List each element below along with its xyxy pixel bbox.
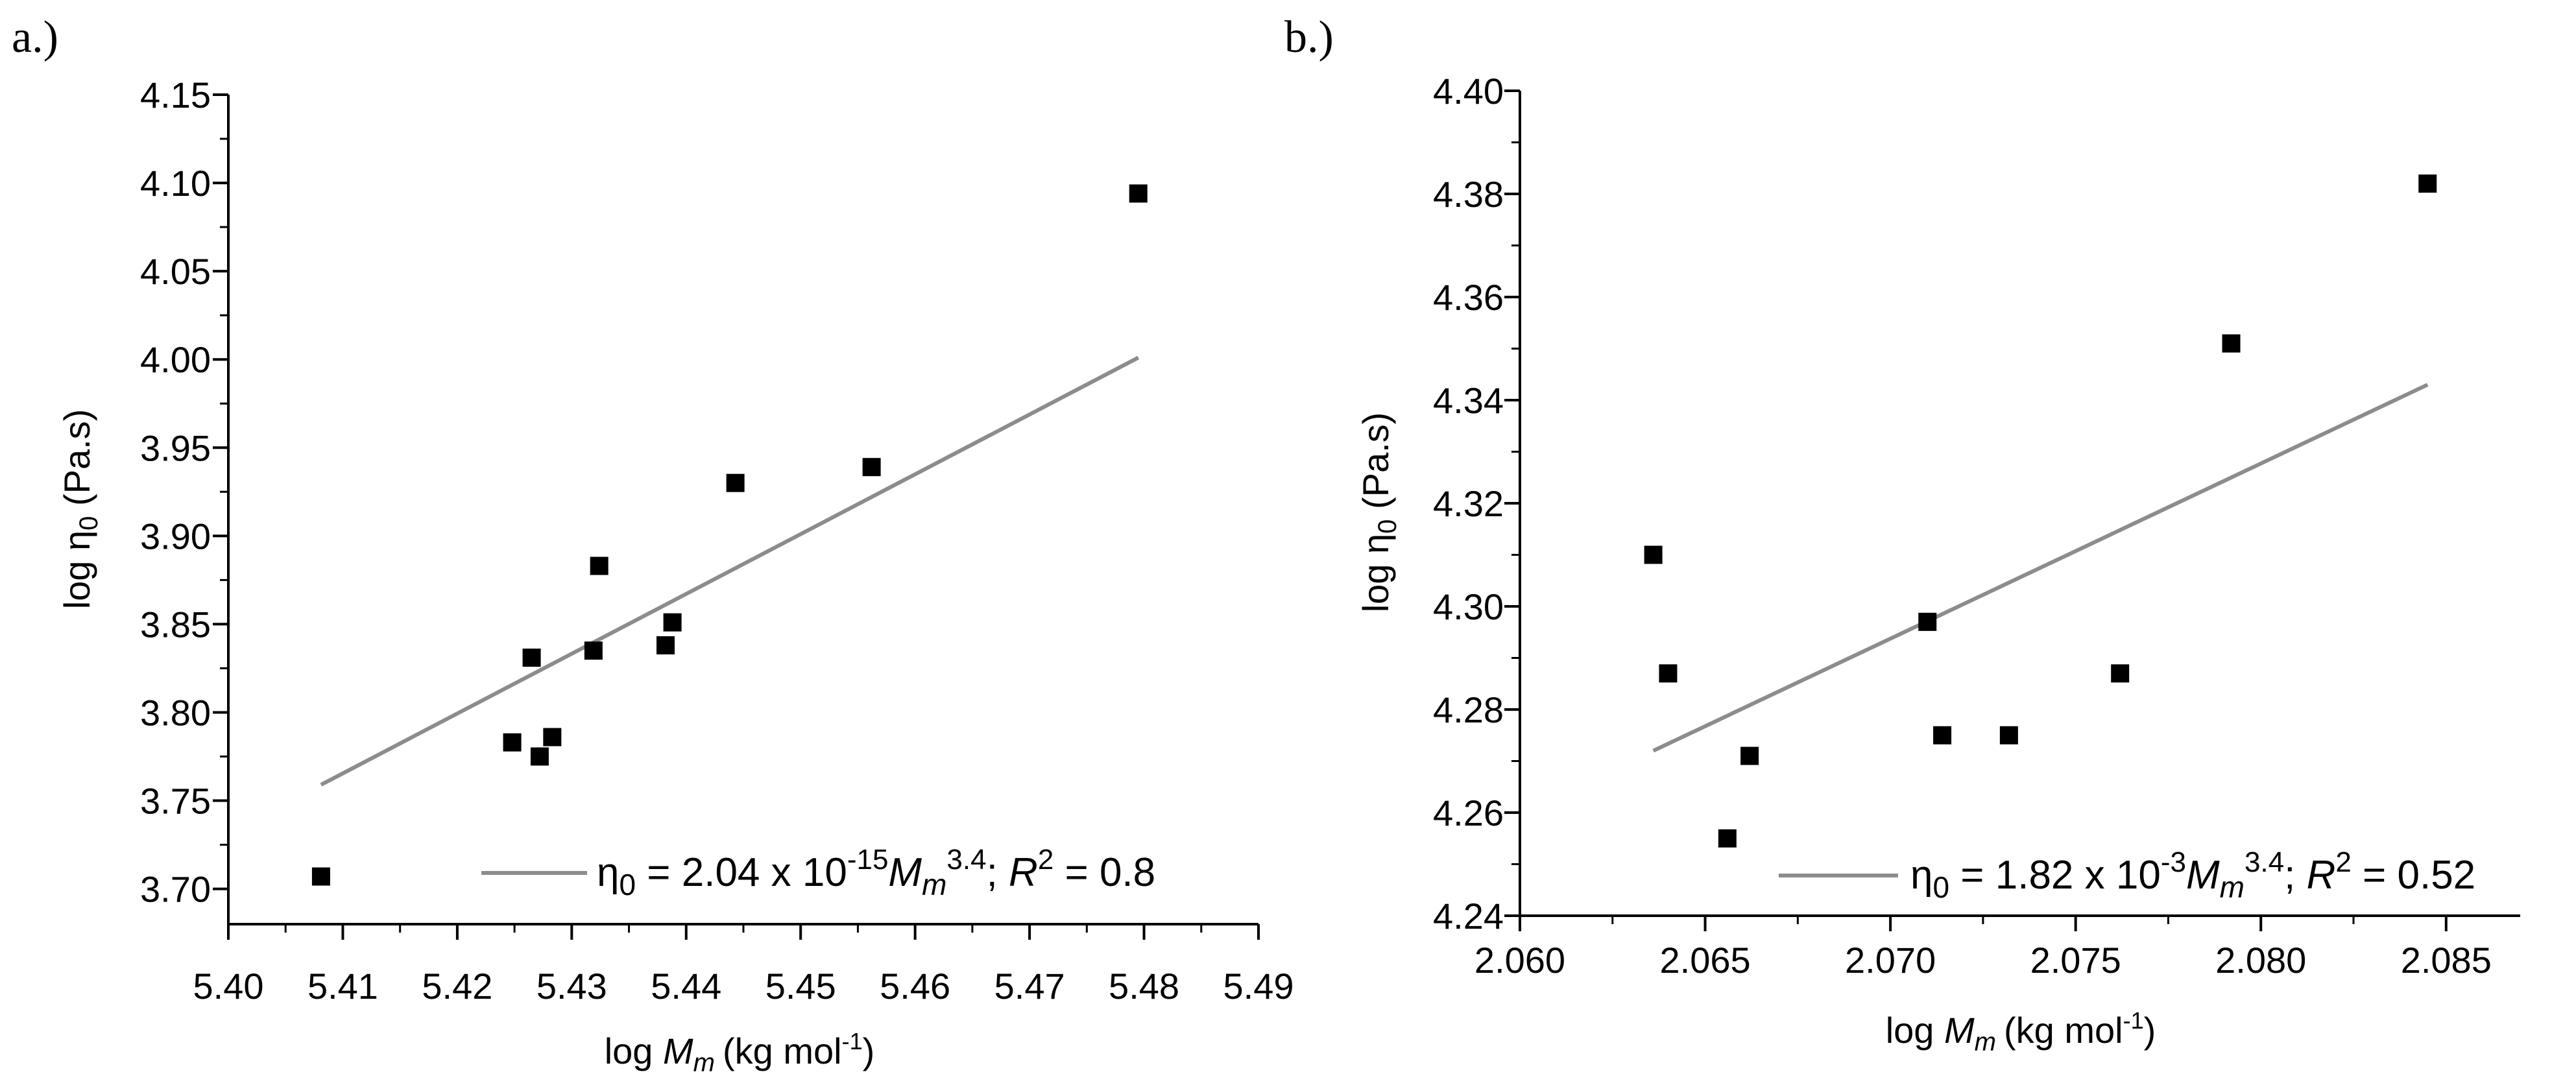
x-tick-label: 2.070 bbox=[1845, 940, 1936, 981]
x-tick-label: 5.47 bbox=[994, 966, 1065, 1007]
y-tick-label: 3.75 bbox=[140, 781, 211, 822]
y-tick-label: 4.34 bbox=[1433, 380, 1504, 421]
x-tick-label: 2.060 bbox=[1475, 940, 1565, 981]
y-axis-title-a: log η0 (Pa.s) bbox=[56, 409, 103, 610]
y-tick-label: 4.38 bbox=[1433, 174, 1504, 215]
fit-line-a bbox=[320, 355, 1140, 787]
x-tick-label: 5.41 bbox=[307, 966, 378, 1007]
data-point bbox=[503, 733, 522, 752]
data-point bbox=[543, 728, 562, 746]
data-point bbox=[1129, 184, 1148, 203]
x-axis-title-b: log Mm (kg mol-1) bbox=[1886, 1007, 2156, 1056]
data-point bbox=[2111, 664, 2130, 683]
data-point bbox=[1644, 545, 1663, 564]
data-point bbox=[656, 636, 675, 655]
y-tick-label: 4.10 bbox=[140, 163, 211, 204]
y-tick-label: 4.00 bbox=[140, 339, 211, 380]
data-point bbox=[1918, 612, 1937, 631]
y-tick-label: 3.95 bbox=[140, 427, 211, 468]
data-point bbox=[726, 473, 745, 492]
legend-b: η0 = 1.82 x 10-3Mm3.4; R2 = 0.52 bbox=[1779, 846, 2475, 904]
data-point bbox=[862, 458, 881, 477]
x-tick-label: 5.42 bbox=[422, 966, 492, 1007]
y-tick-label: 3.80 bbox=[140, 692, 211, 733]
y-tick-label: 3.90 bbox=[140, 516, 211, 556]
data-point bbox=[2222, 334, 2241, 353]
data-point bbox=[1740, 746, 1759, 765]
x-tick-label: 5.48 bbox=[1109, 966, 1179, 1007]
x-ticks-a: 5.40 5.41 5.42 5.43 5.44 5.45 5.46 5.47 5.48 5.49 bbox=[193, 924, 1294, 1007]
legend-a: η0 = 2.04 x 10-15Mm3.4; R2 = 0.8 bbox=[481, 844, 1155, 901]
chart-panel-a: a.) 5.40 5.41 5.42 5.43 5.44 5.45 5.46 5.47 5.48… bbox=[12, 12, 1294, 1077]
data-point bbox=[311, 867, 330, 886]
y-tick-label: 4.32 bbox=[1433, 483, 1504, 524]
y-tick-label: 4.28 bbox=[1433, 689, 1504, 730]
legend-equation-a: η0 = 2.04 x 10-15Mm3.4; R2 = 0.8 bbox=[597, 844, 1155, 901]
x-tick-label: 5.44 bbox=[651, 966, 721, 1007]
data-point bbox=[530, 747, 549, 766]
data-point bbox=[663, 613, 682, 632]
chart-panel-b: b.) 2.060 2.065 2.070 2.075 2.080 2.085 4.244… bbox=[1284, 12, 2520, 1056]
y-tick-label: 4.30 bbox=[1433, 586, 1504, 627]
x-tick-label: 2.075 bbox=[2030, 940, 2121, 981]
y-tick-label: 4.24 bbox=[1433, 896, 1504, 936]
points-a bbox=[311, 184, 1148, 886]
x-ticks-b: 2.060 2.065 2.070 2.075 2.080 2.085 bbox=[1475, 916, 2492, 981]
x-tick-label: 2.080 bbox=[2215, 940, 2306, 981]
x-tick-label: 5.46 bbox=[880, 966, 950, 1007]
data-point bbox=[1718, 829, 1737, 848]
y-tick-label: 3.85 bbox=[140, 604, 211, 645]
legend-equation-b: η0 = 1.82 x 10-3Mm3.4; R2 = 0.52 bbox=[1910, 846, 2475, 904]
panel-label-b: b.) bbox=[1284, 12, 1334, 62]
x-tick-label: 5.40 bbox=[193, 966, 264, 1007]
y-tick-label: 3.70 bbox=[140, 869, 211, 910]
fit-line-b bbox=[1652, 383, 2429, 753]
y-axis-title-b: log η0 (Pa.s) bbox=[1355, 412, 1402, 613]
axes-frame-b bbox=[1519, 91, 2520, 917]
y-tick-label: 4.05 bbox=[140, 251, 211, 292]
data-point bbox=[2418, 174, 2437, 193]
data-point bbox=[1933, 726, 1952, 745]
x-tick-label: 5.49 bbox=[1223, 966, 1294, 1007]
y-tick-label: 4.15 bbox=[140, 75, 211, 115]
data-point bbox=[584, 641, 603, 660]
y-ticks-a: 3.70 3.75 3.80 3.85 3.90 3.95 4.00 4.05 4.10 4.15 bbox=[140, 75, 228, 910]
data-point bbox=[522, 649, 541, 667]
x-axis-title-a: log Mm (kg mol-1) bbox=[605, 1028, 875, 1077]
x-tick-label: 2.085 bbox=[2401, 940, 2492, 981]
data-point bbox=[1999, 726, 2018, 745]
axes-frame-a bbox=[227, 95, 1258, 925]
y-ticks-b: 4.24 4.26 4.28 4.30 4.32 4.34 4.36 4.38 4.40 bbox=[1433, 71, 1520, 936]
x-tick-label: 5.45 bbox=[765, 966, 836, 1007]
panel-label-a: a.) bbox=[12, 12, 58, 62]
data-point bbox=[590, 556, 608, 575]
x-tick-label: 2.065 bbox=[1659, 940, 1750, 981]
points-b bbox=[1644, 174, 2437, 848]
x-tick-label: 5.43 bbox=[536, 966, 607, 1007]
y-tick-label: 4.26 bbox=[1433, 793, 1504, 833]
y-tick-label: 4.36 bbox=[1433, 277, 1504, 318]
y-tick-label: 4.40 bbox=[1433, 71, 1504, 112]
data-point bbox=[1659, 664, 1678, 683]
